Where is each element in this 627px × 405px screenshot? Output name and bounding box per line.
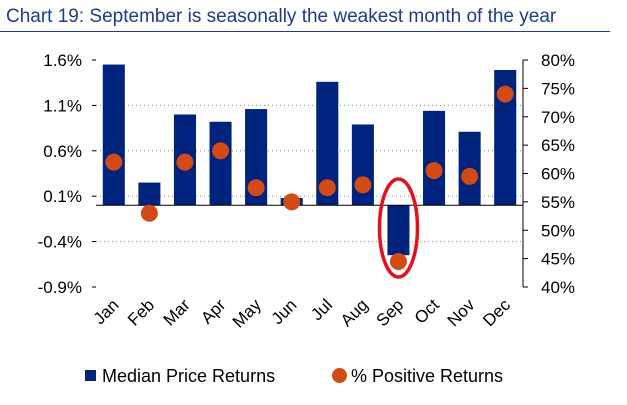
bar (245, 109, 268, 206)
bar (494, 69, 517, 206)
left-tick-label: 0.6% (43, 142, 82, 161)
category-label: Apr (197, 295, 229, 327)
data-point (318, 179, 336, 197)
category-label: Dec (479, 295, 514, 330)
chart-canvas: 1.6% 1.1% 0.6% 0.1% -0.4% -0.9% 80% 75% 70% 65% 60… (38, 51, 575, 332)
highlight-ellipse (377, 177, 420, 279)
right-tick-label: 40% (541, 278, 575, 297)
right-tick-label: 80% (541, 51, 575, 70)
category-label: Nov (444, 295, 479, 330)
data-point (105, 153, 123, 171)
chart-title: Chart 19: September is seasonally the we… (6, 6, 557, 27)
right-tick-label: 55% (541, 193, 575, 212)
data-point (212, 142, 230, 160)
legend-item-dot: % Positive Returns (332, 366, 503, 387)
left-tick-label: 1.6% (43, 51, 82, 70)
category-label: Feb (124, 295, 158, 329)
legend-bar-swatch (85, 369, 96, 381)
bar (387, 205, 410, 256)
category-label: Mar (160, 295, 194, 329)
legend: Median Price Returns % Positive Returns (0, 366, 627, 392)
category-label: Jun (268, 295, 301, 328)
category-label: Jul (307, 295, 336, 324)
left-tick-label: -0.9% (38, 278, 82, 297)
legend-dot-swatch (332, 367, 347, 383)
right-tick-label: 75% (541, 79, 575, 98)
left-tick-label: 0.1% (43, 187, 82, 206)
legend-dot-label: % Positive Returns (351, 366, 504, 386)
data-point (176, 153, 194, 171)
bar (138, 182, 161, 206)
bar (423, 110, 446, 206)
right-tick-label: 70% (541, 108, 575, 127)
data-point (283, 193, 301, 211)
data-point (425, 162, 443, 180)
bar (209, 121, 232, 206)
category-label: Sep (372, 295, 407, 330)
data-point (461, 167, 479, 185)
bar (316, 81, 339, 206)
data-point (140, 204, 158, 222)
category-label: Aug (337, 295, 372, 330)
right-tick-label: 45% (541, 250, 575, 269)
title-divider (0, 31, 610, 32)
category-label: Jan (90, 295, 123, 328)
legend-bar-label: Median Price Returns (102, 366, 276, 386)
category-label: May (229, 295, 265, 331)
right-tick-label: 50% (541, 221, 575, 240)
right-tick-label: 65% (541, 136, 575, 155)
category-label: Oct (411, 295, 443, 327)
bar (102, 64, 125, 206)
data-point (496, 85, 514, 103)
data-point (354, 176, 372, 194)
right-tick-label: 60% (541, 165, 575, 184)
data-point (247, 179, 265, 197)
left-tick-label: 1.1% (43, 96, 82, 115)
left-tick-label: -0.4% (38, 233, 82, 252)
legend-item-bar: Median Price Returns (85, 366, 275, 387)
data-point (389, 252, 407, 270)
